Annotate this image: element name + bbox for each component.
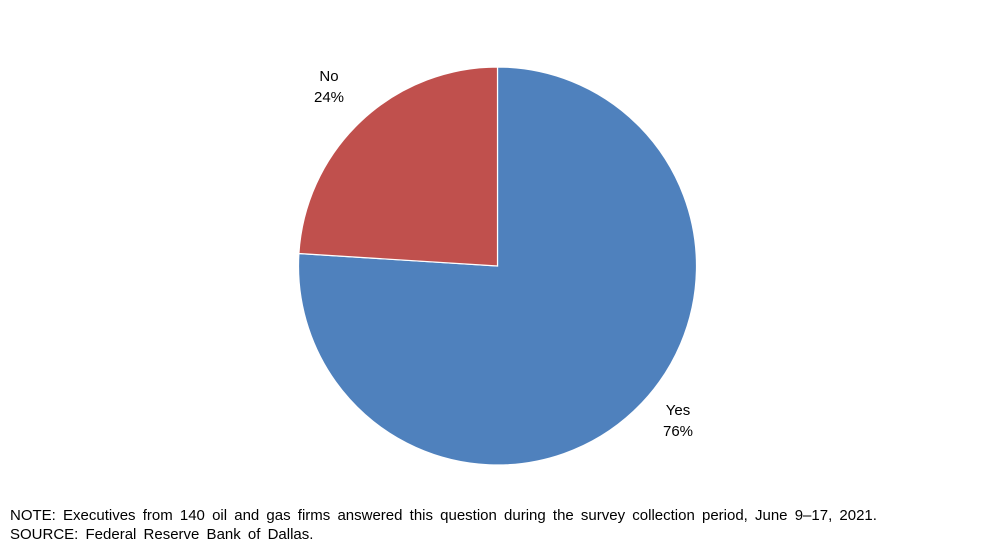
pie-slice-yes: [297, 66, 698, 466]
pie-slice-no: [298, 66, 499, 267]
slice-label-yes: Yes: [666, 402, 690, 419]
slice-value-yes: 76%: [663, 423, 693, 440]
footnotes: NOTE: Executives from 140 oil and gas fi…: [10, 506, 970, 544]
slice-value-no: 24%: [314, 89, 344, 106]
pie-chart: Yes 76% No 24%: [297, 66, 698, 466]
note-text: NOTE: Executives from 140 oil and gas fi…: [10, 507, 877, 524]
source-text: SOURCE: Federal Reserve Bank of Dallas.: [10, 526, 314, 543]
slice-label-no: No: [319, 68, 338, 85]
